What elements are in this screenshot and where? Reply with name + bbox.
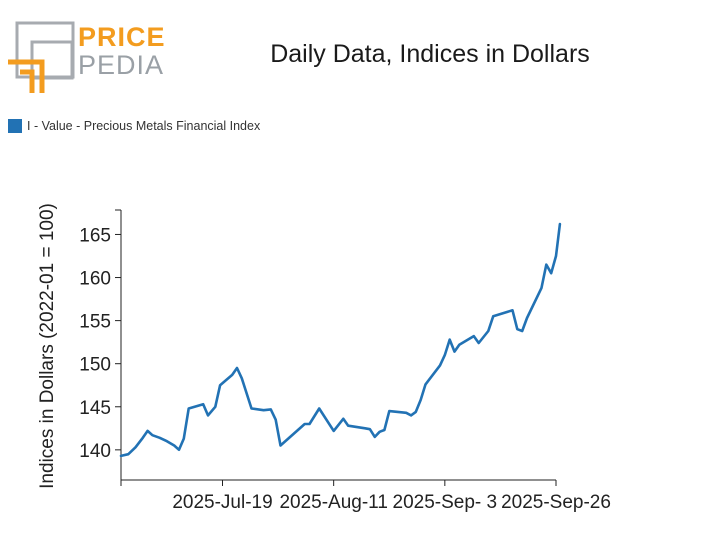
x-tick-label: 2025-Sep-26 [501,492,611,513]
y-tick-label: 165 [79,225,111,246]
x-tick-label: 2025-Aug-11 [279,492,387,513]
series-line [119,222,562,458]
x-tick-label: 2025-Jul-19 [172,492,272,513]
logo-orange-corner-outer [8,59,45,93]
y-axis-label: Indices in Dollars (2022-01 = 100) [37,203,58,489]
y-tick-label: 140 [79,441,111,462]
chart-title: Daily Data, Indices in Dollars [270,40,590,68]
logo-mark [8,21,75,93]
pricepedia-logo: PRICE PEDIA [6,20,166,95]
chart-legend[interactable]: I - Value - Precious Metals Financial In… [8,119,260,133]
x-tick-label: 2025-Sep- 3 [393,492,498,513]
y-tick-label: 155 [79,312,111,333]
logo-orange-corner-inner [20,69,35,93]
y-tick-label: 160 [79,269,111,290]
y-tick-label: 150 [79,355,111,376]
legend-swatch [8,119,22,133]
logo-text-pedia: PEDIA [78,50,165,80]
logo-text-price: PRICE [78,22,166,52]
legend-label: I - Value - Precious Metals Financial In… [27,119,261,133]
y-tick-label: 145 [79,398,111,419]
